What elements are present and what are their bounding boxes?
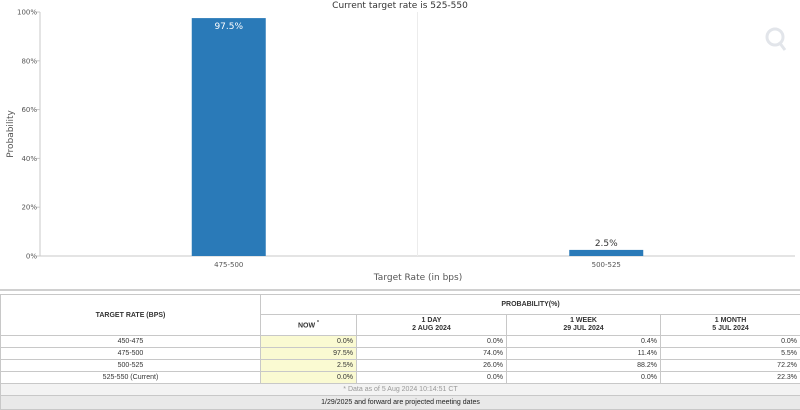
probability-header: PROBABILITY(%) (259, 294, 800, 315)
col-header-1-day: 1 DAY 2 AUG 2024 (356, 314, 507, 336)
y-tick-label: 20% (21, 204, 37, 212)
1-day-cell: 74.0% (356, 347, 507, 360)
1-day-cell: 26.0% (356, 359, 507, 372)
probability-bar-chart: Current target rate is 525-550 Probabili… (6, 1, 795, 283)
col-now-label: NOW (297, 322, 316, 330)
data-timestamp-note: * Data as of 5 Aug 2024 10:14:51 CT (0, 383, 800, 396)
now-cell: 2.5% (260, 359, 357, 372)
1-week-cell: 0.0% (506, 371, 661, 384)
1-week-cell: 0.4% (506, 335, 661, 348)
x-axis-title: Target Rate (in bps) (373, 273, 462, 283)
col-1-day-date: 2 AUG 2024 (412, 325, 451, 332)
y-axis-title: Probability (6, 110, 16, 158)
y-tick-label: 0% (26, 253, 37, 261)
col-header-1-week: 1 WEEK 29 JUL 2024 (506, 314, 661, 336)
1-day-cell: 0.0% (356, 371, 507, 384)
col-1-week-label: 1 WEEK (570, 317, 597, 324)
col-1-month-date: 5 JUL 2024 (712, 325, 749, 332)
bar-data-label: 2.5% (595, 239, 618, 249)
table-row: 475-500 97.5% 74.0% 11.4% 5.5% (0, 347, 800, 360)
table-row: 450-475 0.0% 0.0% 0.4% 0.0% (0, 335, 800, 348)
rate-cell: 450-475 (0, 335, 261, 348)
bar (191, 18, 266, 256)
1-month-cell: 5.5% (659, 347, 800, 360)
table-row: 500-525 2.5% 26.0% 88.2% 72.2% (0, 359, 800, 372)
col-1-month-label: 1 MONTH (714, 317, 747, 324)
y-tick-label: 60% (21, 106, 37, 114)
bar-data-label: 97.5% (214, 22, 243, 32)
col-now-marker: * (317, 320, 319, 327)
x-tick-label: 475-500 (214, 261, 243, 269)
now-cell: 0.0% (260, 335, 357, 348)
chart-title: Current target rate is 525-550 (332, 1, 468, 11)
now-cell: 0.0% (260, 371, 357, 384)
y-tick-label: 100% (17, 9, 37, 17)
y-tick-label: 80% (21, 57, 37, 65)
1-month-cell: 0.0% (659, 335, 800, 348)
probability-table: TARGET RATE (BPS) PROBABILITY(%) NOW * 1… (0, 294, 800, 410)
1-month-cell: 22.3% (659, 371, 800, 384)
rate-cell: 525-550 (Current) (0, 371, 261, 384)
projected-dates-note: 1/29/2025 and forward are projected meet… (0, 395, 800, 410)
col-1-week-date: 29 JUL 2024 (563, 325, 604, 332)
y-tick-label: 40% (21, 155, 37, 163)
x-tick-label: 500-525 (592, 261, 621, 269)
1-month-cell: 72.2% (659, 359, 800, 372)
col-1-day-label: 1 DAY (421, 317, 442, 324)
target-rate-header: TARGET RATE (BPS) (0, 294, 261, 336)
1-day-cell: 0.0% (356, 335, 507, 348)
rate-cell: 475-500 (0, 347, 261, 360)
col-header-1-month: 1 MONTH 5 JUL 2024 (659, 314, 800, 336)
1-week-cell: 88.2% (506, 359, 661, 372)
col-header-now: NOW * (260, 314, 357, 336)
cme-q-logo-icon (765, 27, 787, 51)
table-row: 525-550 (Current) 0.0% 0.0% 0.0% 22.3% (0, 371, 800, 384)
1-week-cell: 11.4% (506, 347, 661, 360)
chart-area: Current target rate is 525-550 Probabili… (6, 1, 795, 283)
bar (569, 249, 644, 256)
chart-table-divider (0, 289, 800, 291)
rate-cell: 500-525 (0, 359, 261, 372)
now-cell: 97.5% (260, 347, 357, 360)
